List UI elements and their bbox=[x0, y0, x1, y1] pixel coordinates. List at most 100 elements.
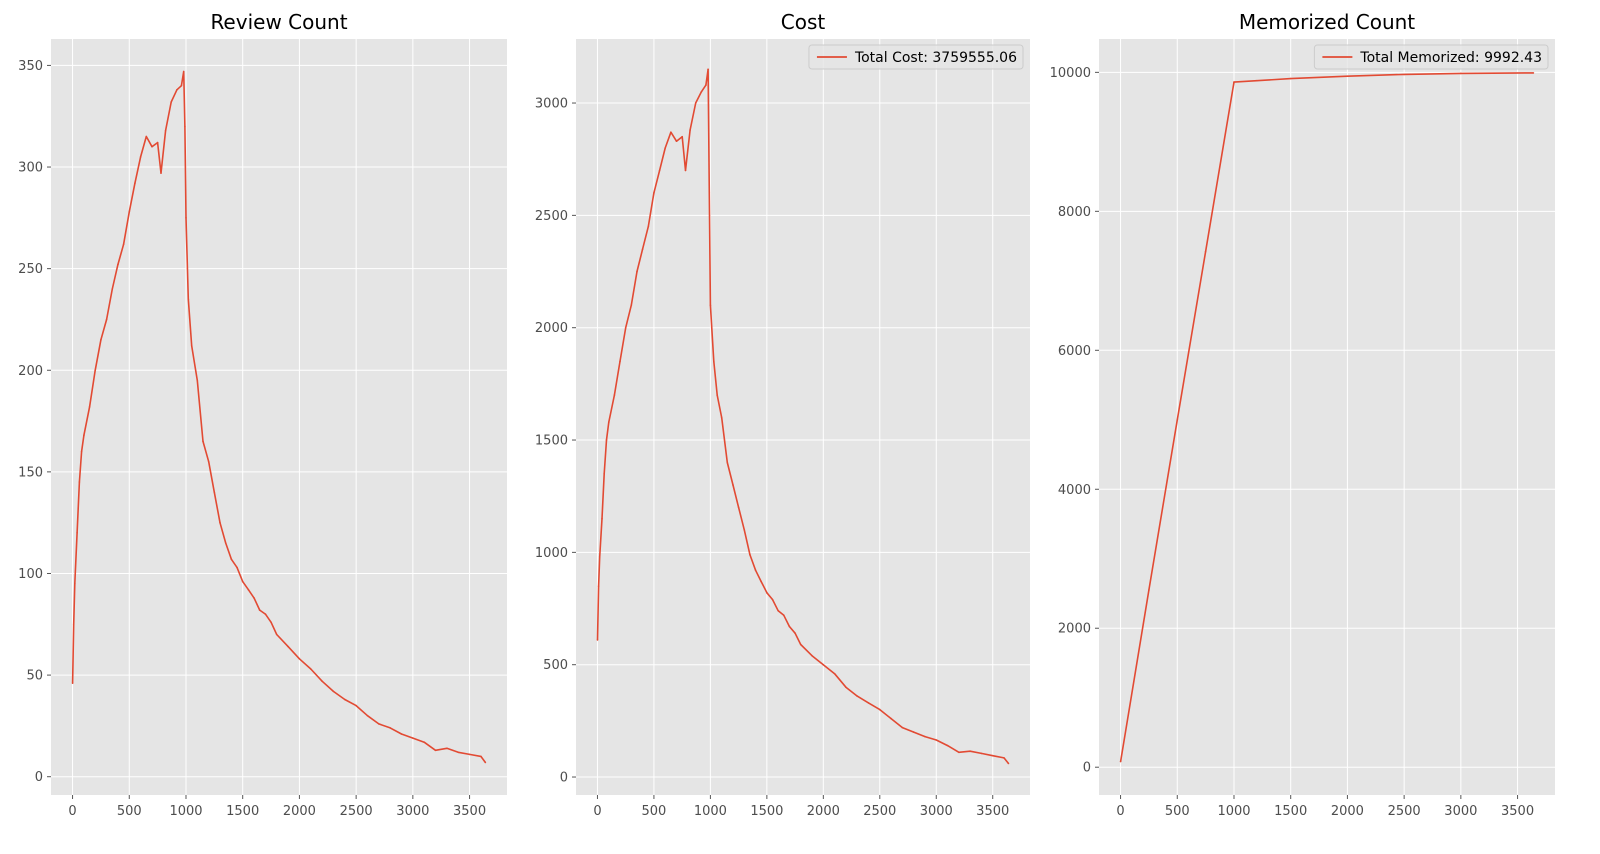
data-point bbox=[700, 91, 703, 93]
data-point bbox=[1204, 250, 1207, 253]
data-point bbox=[321, 680, 323, 682]
data-point bbox=[72, 623, 75, 626]
y-tick-label: 1500 bbox=[535, 434, 568, 449]
data-point bbox=[78, 481, 81, 483]
legend-box bbox=[808, 44, 1024, 70]
data-point bbox=[100, 339, 102, 341]
data-point bbox=[619, 360, 621, 363]
data-point bbox=[400, 733, 403, 735]
data-point bbox=[608, 421, 610, 423]
plot-area bbox=[1099, 39, 1555, 795]
data-point bbox=[708, 192, 711, 194]
x-tick-label: 3000 bbox=[396, 804, 429, 819]
x-tick-label: 1500 bbox=[226, 804, 259, 819]
x-tick-label: 3500 bbox=[453, 804, 486, 819]
x-tick-label: 1000 bbox=[694, 804, 727, 819]
data-point bbox=[720, 416, 723, 419]
data-point bbox=[156, 141, 159, 144]
data-point bbox=[1003, 757, 1005, 759]
data-point bbox=[670, 131, 672, 133]
plot-area bbox=[51, 39, 507, 795]
data-point bbox=[1148, 589, 1150, 591]
x-tick-label: 3500 bbox=[1501, 804, 1534, 819]
data-point bbox=[603, 472, 605, 475]
data-point bbox=[684, 169, 687, 172]
data-point bbox=[1346, 75, 1349, 77]
y-tick-label: 0 bbox=[1083, 761, 1091, 776]
data-point bbox=[980, 752, 983, 755]
data-point bbox=[771, 598, 774, 601]
data-point bbox=[264, 613, 267, 615]
data-point bbox=[196, 379, 199, 382]
data-point bbox=[601, 517, 603, 520]
data-point bbox=[241, 580, 244, 583]
y-tick-label: 0 bbox=[560, 771, 568, 786]
data-point bbox=[647, 225, 650, 228]
data-point bbox=[412, 737, 414, 739]
data-point bbox=[946, 744, 949, 747]
y-tick-label: 3000 bbox=[535, 97, 568, 112]
data-point bbox=[969, 750, 971, 752]
data-point bbox=[777, 610, 779, 612]
data-point bbox=[811, 654, 813, 657]
data-point bbox=[468, 753, 471, 756]
data-point bbox=[151, 145, 153, 148]
x-tick-label: 1000 bbox=[169, 804, 202, 819]
y-tick-label: 6000 bbox=[1058, 344, 1091, 359]
data-point bbox=[213, 491, 216, 494]
data-point bbox=[185, 217, 187, 219]
y-tick-label: 2000 bbox=[1058, 622, 1091, 637]
data-point bbox=[122, 243, 125, 246]
x-tick-label: 2500 bbox=[1388, 804, 1421, 819]
data-point bbox=[83, 434, 85, 437]
data-point bbox=[1255, 79, 1258, 82]
data-point bbox=[128, 210, 131, 213]
data-point bbox=[788, 625, 791, 628]
x-tick-label: 1500 bbox=[1274, 804, 1307, 819]
data-point bbox=[630, 304, 633, 307]
y-tick-label: 4000 bbox=[1058, 483, 1091, 498]
y-tick-label: 150 bbox=[18, 465, 43, 480]
data-point bbox=[332, 690, 335, 693]
data-point bbox=[298, 658, 301, 660]
y-tick-label: 300 bbox=[18, 161, 43, 176]
x-tick-label: 1000 bbox=[1217, 804, 1250, 819]
data-point bbox=[732, 484, 734, 486]
data-point bbox=[675, 140, 678, 142]
data-point bbox=[658, 169, 661, 172]
y-tick-label: 10000 bbox=[1050, 66, 1091, 81]
chart-title: Review Count bbox=[210, 10, 347, 34]
x-tick-label: 0 bbox=[68, 804, 76, 819]
data-point bbox=[1289, 77, 1292, 80]
data-point bbox=[867, 702, 870, 704]
data-point bbox=[230, 558, 233, 561]
y-tick-label: 50 bbox=[26, 669, 43, 684]
data-point bbox=[111, 288, 114, 290]
chart-title: Memorized Count bbox=[1239, 10, 1415, 34]
data-point bbox=[275, 633, 278, 636]
data-point bbox=[219, 521, 221, 524]
data-point bbox=[716, 394, 718, 396]
data-point bbox=[389, 727, 392, 729]
data-point bbox=[187, 298, 190, 300]
chart-panel-2: 0 500 1000 1500 2000 2500 3000 3500 0 500 1000 1500… bbox=[535, 10, 1030, 819]
data-point bbox=[596, 639, 599, 641]
data-point bbox=[74, 582, 76, 585]
data-point bbox=[636, 270, 638, 273]
y-tick-label: 500 bbox=[543, 658, 568, 673]
data-point bbox=[958, 751, 960, 754]
data-point bbox=[224, 542, 227, 544]
legend-box bbox=[1313, 44, 1549, 70]
data-point bbox=[754, 569, 757, 572]
plot-area bbox=[576, 39, 1030, 795]
data-point bbox=[170, 101, 172, 103]
chart-panel-3: 0 500 1000 1500 2000 2500 3000 3500 0 2000 4000 600… bbox=[1050, 10, 1555, 819]
data-point bbox=[180, 84, 183, 87]
x-tick-label: 500 bbox=[1165, 804, 1190, 819]
x-tick-label: 3000 bbox=[920, 804, 953, 819]
data-point bbox=[457, 751, 460, 754]
data-point bbox=[190, 345, 193, 347]
legend-label: Total Cost: 3759555.06 bbox=[854, 50, 1017, 66]
data-point bbox=[705, 84, 707, 86]
